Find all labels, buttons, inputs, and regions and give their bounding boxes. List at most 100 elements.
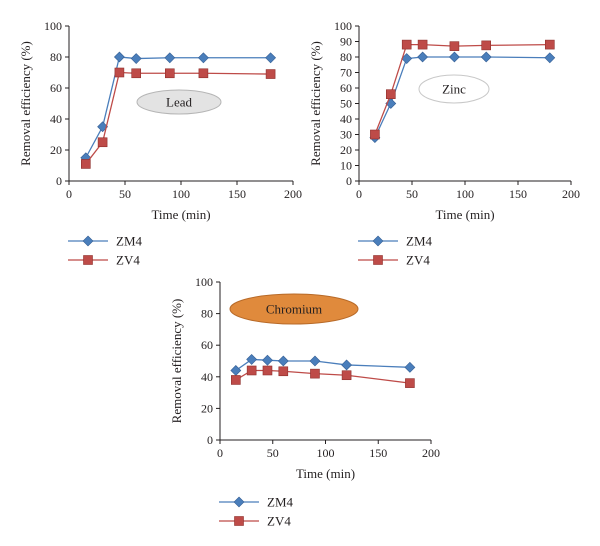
data-point-zm4 (197, 52, 209, 64)
data-point-zm4 (417, 51, 429, 63)
y-axis-label: Removal efficiency (%) (308, 41, 323, 166)
legend-label-zm4: ZM4 (116, 234, 143, 249)
y-tick-label: 60 (50, 81, 62, 95)
data-point-zm4 (246, 353, 258, 365)
data-point-zv4 (310, 368, 320, 379)
y-tick-label: 100 (44, 19, 62, 33)
x-tick-label: 0 (356, 187, 362, 201)
data-point-zv4 (417, 39, 428, 50)
metal-badge-label: Chromium (266, 302, 322, 317)
y-axis-label: Removal efficiency (%) (169, 299, 184, 424)
data-point-zm4 (480, 51, 492, 63)
chart-panel-lead: 0 20 40 60 80 100 0 50 100 150 200 Time (min) Remova… (18, 19, 302, 268)
metal-badge-label: Lead (166, 95, 192, 110)
y-tick-label: 80 (50, 50, 62, 64)
data-point-zv4 (341, 370, 352, 381)
x-tick-label: 0 (217, 446, 223, 460)
x-tick-label: 100 (456, 187, 474, 201)
y-tick-label: 30 (340, 128, 352, 142)
data-point-zm4 (262, 354, 273, 366)
x-tick-label: 150 (509, 187, 527, 201)
data-point-zv4 (165, 68, 175, 79)
y-tick-label: 70 (340, 66, 352, 80)
legend-label-zv4: ZV4 (406, 253, 430, 268)
legend-marker-zm4 (82, 235, 94, 247)
data-point-zm4 (404, 361, 416, 373)
y-tick-label: 100 (195, 275, 213, 289)
data-point-zm4 (448, 51, 460, 63)
data-point-zv4 (81, 159, 91, 169)
data-point-zv4 (131, 68, 141, 79)
y-tick-label: 20 (340, 143, 352, 157)
x-tick-label: 50 (267, 446, 279, 460)
y-tick-label: 100 (334, 19, 352, 33)
metal-badge-label: Zinc (442, 82, 466, 97)
data-point-zm4 (113, 51, 125, 63)
data-point-zm4 (230, 365, 242, 376)
data-point-zv4 (246, 365, 257, 376)
legend-marker-zv4 (373, 255, 383, 265)
x-axis-label: Time (min) (151, 207, 210, 222)
data-point-zm4 (164, 52, 176, 64)
x-tick-label: 200 (284, 187, 302, 201)
chart-panel-chromium: 0 20 40 60 80 100 0 50 100 150 200 Time (min) Remova… (169, 275, 440, 529)
legend-marker-zm4 (372, 235, 384, 247)
series-line-zv4 (235, 369, 410, 384)
x-tick-label: 50 (119, 187, 131, 201)
data-point-zm4 (544, 52, 556, 64)
data-point-zv4 (385, 89, 396, 99)
x-tick-label: 50 (406, 187, 418, 201)
x-tick-label: 100 (172, 187, 190, 201)
x-axis-label: Time (min) (435, 207, 494, 222)
data-point-zv4 (449, 41, 460, 51)
metal-badge-shape (229, 293, 359, 325)
y-axis-label: Removal efficiency (%) (18, 41, 33, 166)
y-tick-label: 40 (340, 112, 352, 126)
legend-marker-zm4 (233, 496, 245, 508)
x-tick-label: 150 (228, 187, 246, 201)
x-tick-label: 150 (369, 446, 387, 460)
data-point-zv4 (114, 67, 125, 78)
y-tick-label: 60 (340, 81, 352, 95)
x-tick-label: 0 (66, 187, 72, 201)
y-tick-label: 40 (50, 112, 62, 126)
x-tick-label: 200 (422, 446, 440, 460)
series-line-zv4 (85, 71, 271, 165)
data-point-zv4 (97, 137, 108, 148)
x-axis-label: Time (min) (296, 466, 355, 481)
data-point-zv4 (405, 378, 415, 388)
data-point-zv4 (401, 39, 412, 50)
data-point-zm4 (277, 355, 289, 367)
y-tick-label: 0 (207, 433, 213, 447)
legend-marker-zv4 (234, 516, 244, 526)
legend-label-zv4: ZV4 (267, 514, 291, 529)
y-tick-label: 0 (56, 174, 62, 188)
legend-label-zm4: ZM4 (267, 495, 294, 510)
y-tick-label: 80 (340, 50, 352, 64)
data-point-zv4 (370, 129, 380, 140)
data-point-zv4 (262, 365, 273, 376)
data-point-zv4 (265, 69, 276, 79)
data-point-zm4 (265, 52, 277, 64)
data-point-zm4 (130, 53, 142, 64)
y-tick-label: 50 (340, 97, 352, 111)
x-tick-label: 100 (317, 446, 335, 460)
y-tick-label: 90 (340, 35, 352, 49)
legend-label-zv4: ZV4 (116, 253, 140, 268)
data-point-zm4 (309, 355, 321, 367)
data-point-zv4 (278, 366, 289, 377)
metal-badge-shape (418, 74, 490, 104)
data-point-zv4 (198, 68, 209, 79)
series-line-zm4 (235, 358, 410, 372)
y-tick-label: 60 (201, 338, 213, 352)
y-tick-label: 80 (201, 307, 213, 321)
data-point-zv4 (481, 40, 492, 51)
y-tick-label: 10 (340, 159, 352, 173)
x-tick-label: 200 (562, 187, 580, 201)
y-tick-label: 0 (346, 174, 352, 188)
legend-label-zm4: ZM4 (406, 234, 433, 249)
y-tick-label: 20 (201, 401, 213, 415)
metal-badge-shape (136, 89, 222, 115)
